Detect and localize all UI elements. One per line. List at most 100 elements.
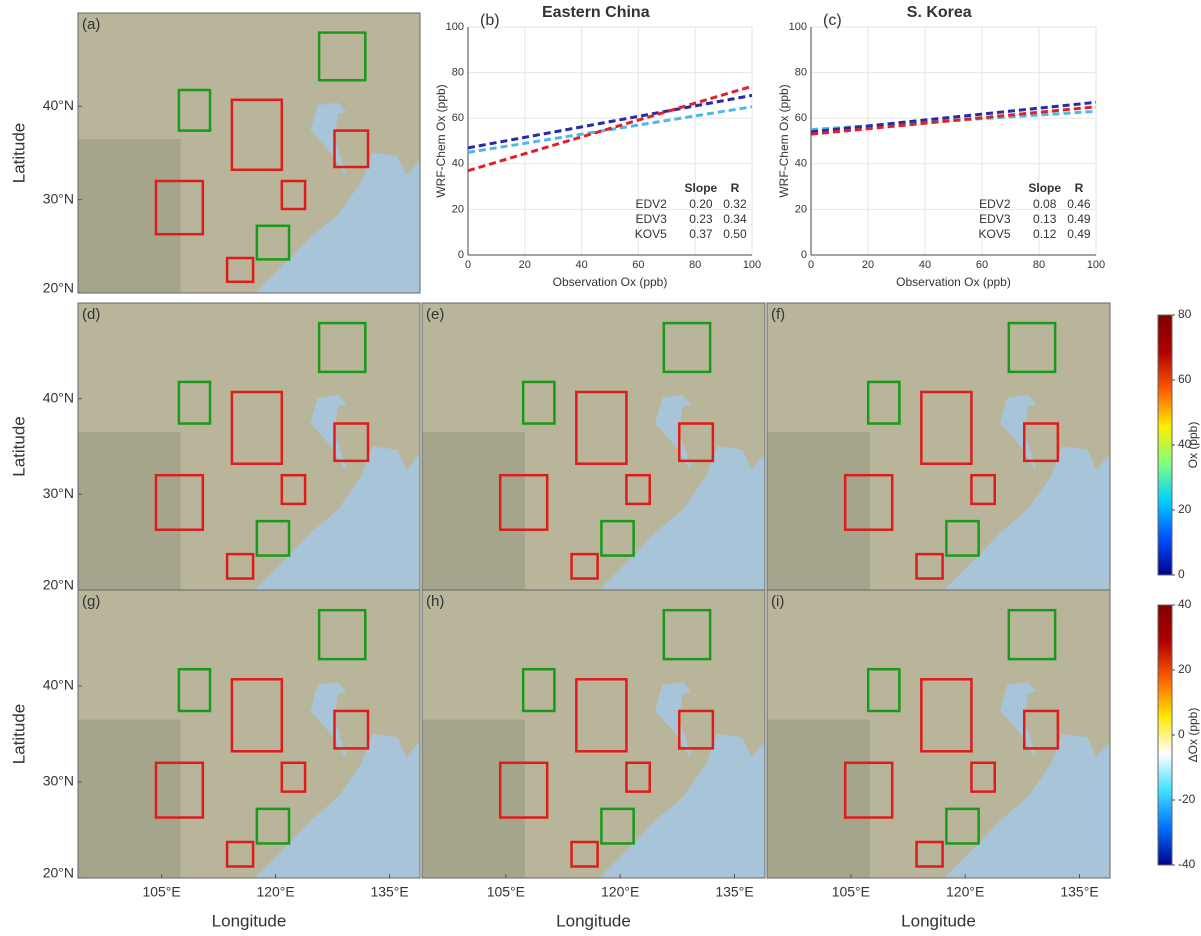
panel-label: (b) xyxy=(480,12,500,29)
plateau xyxy=(422,720,525,878)
legend-label: EDV2 xyxy=(635,197,667,211)
y-tick-label: 20°N xyxy=(43,577,74,593)
y-tick-label: 20 xyxy=(452,203,464,215)
stats-value: 0.49 xyxy=(1067,212,1091,226)
x-tick-label: 0 xyxy=(465,259,471,271)
panel-label: (e) xyxy=(426,306,444,323)
stats-value: 0.13 xyxy=(1033,212,1057,226)
y-tick-label: 80 xyxy=(795,67,807,79)
plateau xyxy=(767,720,870,878)
plateau xyxy=(422,432,525,590)
panel-label: (d) xyxy=(82,306,100,323)
y-axis-label: Latitude xyxy=(9,123,28,184)
colorbar-tick-label: 20 xyxy=(1178,662,1192,676)
y-tick-label: 30°N xyxy=(43,773,74,789)
y-tick-label: 40 xyxy=(452,158,464,170)
colorbar xyxy=(1158,605,1172,865)
legend-label: KOV5 xyxy=(635,227,667,241)
y-tick-label: 30°N xyxy=(43,485,74,501)
x-tick-label: 120°E xyxy=(601,884,639,900)
chart-title: Eastern China xyxy=(542,4,650,21)
stats-value: 0.46 xyxy=(1067,197,1091,211)
figure: (a) 20°N 30°N 40°N Latitude 0 20 40 60 80 100 0 20 40… xyxy=(0,0,1201,936)
panel-label: (a) xyxy=(82,16,100,33)
legend-label: KOV5 xyxy=(978,227,1010,241)
x-tick-label: 40 xyxy=(575,259,587,271)
panel-label: (i) xyxy=(771,593,784,610)
panel-label: (f) xyxy=(771,306,785,323)
stats-header: R xyxy=(1075,181,1084,195)
y-tick-label: 0 xyxy=(801,249,807,261)
colorbar-tick-label: 20 xyxy=(1178,502,1192,516)
x-tick-label: 20 xyxy=(519,259,531,271)
y-tick-label: 0 xyxy=(458,249,464,261)
stats-value: 0.37 xyxy=(689,227,713,241)
y-tick-label: 40°N xyxy=(43,677,74,693)
map-panel xyxy=(78,303,427,596)
chart-title: S. Korea xyxy=(907,4,972,21)
stats-value: 0.50 xyxy=(723,227,747,241)
panel-label: (h) xyxy=(426,593,444,610)
map-panel xyxy=(767,590,1117,884)
plateau xyxy=(78,139,181,293)
y-tick-label: 100 xyxy=(446,21,464,33)
colorbar-tick-label: 60 xyxy=(1178,372,1192,386)
x-tick-label: 135°E xyxy=(370,884,408,900)
panel-label: (g) xyxy=(82,593,100,610)
x-tick-label: 105°E xyxy=(487,884,525,900)
x-axis-label: Observation Ox (ppb) xyxy=(553,275,668,289)
x-tick-label: 40 xyxy=(919,259,931,271)
stats-header: R xyxy=(731,181,740,195)
plateau xyxy=(78,720,181,878)
y-tick-label: 20°N xyxy=(43,280,74,296)
x-tick-label: 120°E xyxy=(946,884,984,900)
legend-label: EDV3 xyxy=(635,212,667,226)
y-tick-label: 60 xyxy=(795,112,807,124)
x-tick-label: 80 xyxy=(689,259,701,271)
stats-value: 0.12 xyxy=(1033,227,1057,241)
y-tick-label: 100 xyxy=(789,21,807,33)
stats-header: Slope xyxy=(685,181,718,195)
x-axis-label: Longitude xyxy=(901,911,976,930)
x-axis-label: Longitude xyxy=(556,911,631,930)
map-panel xyxy=(422,590,772,884)
map-panel xyxy=(78,13,427,299)
map-panel xyxy=(78,590,427,884)
colorbar-tick-label: 80 xyxy=(1178,307,1192,321)
stats-value: 0.32 xyxy=(723,197,747,211)
x-tick-label: 60 xyxy=(976,259,988,271)
colorbar-tick-label: -20 xyxy=(1178,792,1196,806)
y-axis-label: Latitude xyxy=(9,704,28,765)
y-tick-label: 40°N xyxy=(43,97,74,113)
x-axis-label: Longitude xyxy=(212,911,287,930)
stats-value: 0.08 xyxy=(1033,197,1057,211)
x-tick-label: 80 xyxy=(1033,259,1045,271)
y-tick-label: 20°N xyxy=(43,865,74,881)
legend-label: EDV2 xyxy=(979,197,1011,211)
panel-label: (c) xyxy=(823,12,842,29)
y-tick-label: 40°N xyxy=(43,389,74,405)
x-tick-label: 100 xyxy=(743,259,761,271)
y-axis-label: Latitude xyxy=(9,416,28,477)
plateau xyxy=(767,432,870,590)
legend-label: EDV3 xyxy=(979,212,1011,226)
x-tick-label: 100 xyxy=(1087,259,1105,271)
map-panel xyxy=(767,303,1117,596)
stats-value: 0.20 xyxy=(689,197,713,211)
y-tick-label: 40 xyxy=(795,158,807,170)
x-axis-label: Observation Ox (ppb) xyxy=(896,275,1011,289)
colorbar-tick-label: 0 xyxy=(1178,727,1185,741)
x-tick-label: 135°E xyxy=(1060,884,1098,900)
stats-value: 0.34 xyxy=(723,212,747,226)
x-tick-label: 105°E xyxy=(142,884,180,900)
y-tick-label: 80 xyxy=(452,67,464,79)
colorbar-label: Ox (ppb) xyxy=(1186,422,1200,469)
stats-header: Slope xyxy=(1028,181,1061,195)
y-tick-label: 60 xyxy=(452,112,464,124)
stats-value: 0.49 xyxy=(1067,227,1091,241)
map-panel xyxy=(422,303,772,596)
colorbar-tick-label: 0 xyxy=(1178,567,1185,581)
y-tick-label: 20 xyxy=(795,203,807,215)
y-tick-label: 30°N xyxy=(43,190,74,206)
colorbar-tick-label: -40 xyxy=(1178,857,1196,871)
